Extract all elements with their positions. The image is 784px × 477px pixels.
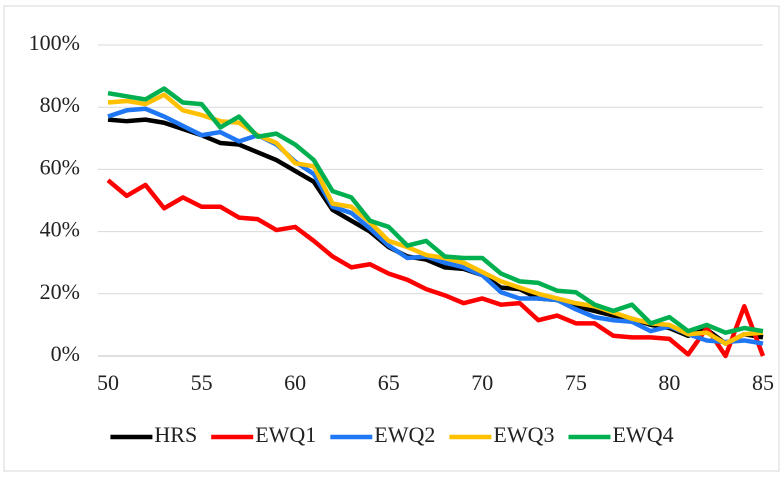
y-tick-label: 20% [40,279,80,304]
x-tick-label: 75 [565,370,587,395]
y-tick-label: 0% [51,341,80,366]
legend-label: EWQ3 [493,422,554,447]
line-series [107,106,764,346]
x-tick-label: 80 [658,370,680,395]
legend-label: EWQ4 [612,422,673,447]
x-tick-label: 60 [284,370,306,395]
y-tick-label: 80% [40,92,80,117]
chart-frame [3,5,780,472]
y-tick-label: 40% [40,217,80,242]
legend-label: EWQ2 [374,422,435,447]
x-tick-label: 65 [378,370,400,395]
y-tick-label: 60% [40,154,80,179]
legend-label: EWQ1 [255,422,316,447]
line-series [107,86,764,335]
x-tick-label: 50 [97,370,119,395]
x-tick-label: 70 [471,370,493,395]
line-series [106,178,766,359]
x-tick-label: 85 [752,370,774,395]
y-tick-label: 100% [29,30,80,55]
x-tick-label: 55 [191,370,213,395]
legend-label: HRS [154,422,197,447]
